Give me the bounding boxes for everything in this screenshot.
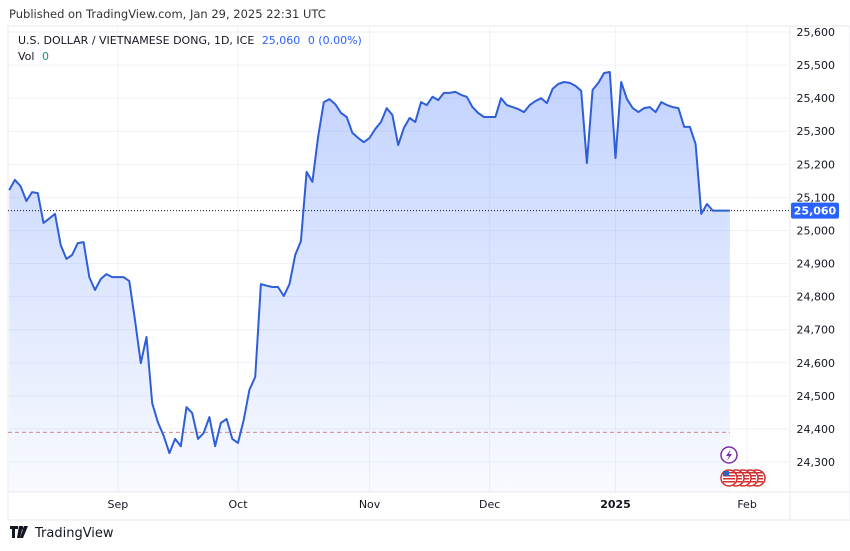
footer-brand[interactable]: TradingView xyxy=(10,526,114,541)
us-flag-icon xyxy=(720,469,738,487)
y-tick-label: 24,800 xyxy=(797,291,836,304)
y-tick-label: 25,200 xyxy=(797,158,836,171)
y-tick-label: 24,600 xyxy=(797,357,836,370)
price-change: 0 (0.00%) xyxy=(307,34,362,47)
series xyxy=(8,71,790,492)
y-tick-label: 24,700 xyxy=(797,324,836,337)
x-axis[interactable]: Sep Oct Nov Dec 2025 Feb xyxy=(108,498,757,511)
volume-label: Vol xyxy=(18,50,35,63)
x-tick-label: Nov xyxy=(359,498,381,511)
area-fill xyxy=(9,72,730,492)
y-tick-label: 25,100 xyxy=(797,191,836,204)
x-tick-label: 2025 xyxy=(600,498,631,511)
volume-value: 0 xyxy=(41,50,49,63)
x-tick-label: Sep xyxy=(108,498,129,511)
y-tick-label: 24,300 xyxy=(797,456,836,469)
last-price-badge-label: 25,060 xyxy=(794,205,837,218)
lightning-icon xyxy=(720,446,738,464)
y-tick-label: 25,600 xyxy=(797,26,836,39)
y-tick-label: 24,400 xyxy=(797,423,836,436)
y-tick-label: 24,900 xyxy=(797,258,836,271)
x-tick-label: Oct xyxy=(228,498,248,511)
tradingview-logo-icon xyxy=(10,526,30,541)
symbol-title: U.S. DOLLAR / VIETNAMESE DONG, 1D, ICE xyxy=(18,34,255,47)
published-caption: Published on TradingView.com, Jan 29, 20… xyxy=(9,7,326,21)
y-tick-label: 25,500 xyxy=(797,59,836,72)
chart-frame xyxy=(7,25,850,521)
x-tick-label: Feb xyxy=(737,498,756,511)
last-price-badge xyxy=(791,202,839,219)
legend-symbol-row: U.S. DOLLAR / VIETNAMESE DONG, 1D, ICE 2… xyxy=(18,33,362,49)
x-tick-label: Dec xyxy=(479,498,500,511)
y-tick-label: 24,500 xyxy=(797,390,836,403)
chart-legend: U.S. DOLLAR / VIETNAMESE DONG, 1D, ICE 2… xyxy=(18,33,362,65)
last-price: 25,060 xyxy=(261,34,301,47)
price-line xyxy=(8,71,730,455)
legend-volume-row: Vol 0 xyxy=(18,49,362,65)
brand-name: TradingView xyxy=(35,526,114,541)
events xyxy=(720,446,766,487)
y-tick-label: 25,300 xyxy=(797,125,836,138)
y-axis[interactable]: 24,300 24,400 24,500 24,600 24,700 24,800 24,9… xyxy=(791,26,839,469)
y-tick-label: 25,000 xyxy=(797,224,836,237)
y-tick-label: 25,400 xyxy=(797,92,836,105)
